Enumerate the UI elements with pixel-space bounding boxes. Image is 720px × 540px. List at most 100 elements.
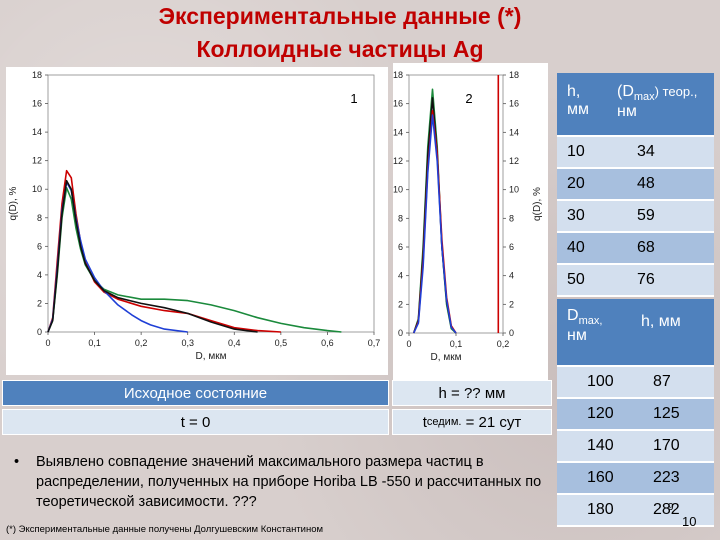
y-tick-label: 18 [393, 70, 403, 80]
y-tick-label-right: 12 [509, 156, 519, 166]
series-line [47, 179, 258, 333]
table-row: 180 282 [557, 494, 714, 527]
y-tick-label: 4 [37, 270, 42, 280]
experiment-table-header-h: h, мм [627, 299, 714, 367]
x-tick-label: 0,1 [88, 338, 101, 348]
y-tick-label-right: 4 [509, 271, 514, 281]
cell: 76 [607, 264, 714, 297]
header-dmax-after: ) теор., [654, 84, 698, 99]
page-number-small: 9 [668, 502, 674, 513]
table-row: 40 68 [557, 232, 714, 265]
x-tick-label: 0,3 [181, 338, 194, 348]
y-tick-label: 2 [37, 298, 42, 308]
table-row: 50 76 [557, 264, 714, 297]
y-tick-label-right: 18 [509, 70, 519, 80]
plot-frame [408, 74, 504, 334]
tsed-sub: седим. [426, 416, 462, 428]
cell: 282 [627, 494, 714, 527]
y-tick-label: 6 [398, 242, 403, 252]
y-tick-label: 12 [32, 156, 42, 166]
page-number: 10 [682, 514, 697, 529]
header-dmax-sub: max, [578, 315, 603, 328]
chart-panel-2: 0 0 2 2 4 4 6 6 8 8 10 10 12 12 14 14 16 16 18 18 0 0,1 0,2 D, … [393, 63, 548, 381]
y-tick-label: 8 [398, 213, 403, 223]
table-row: 30 59 [557, 200, 714, 233]
x-tick-label: 0 [406, 339, 411, 349]
y-axis-label: q(D), % [8, 186, 19, 220]
y-tick-label: 14 [32, 127, 42, 137]
conclusion-text: Выявлено совпадение значений максимально… [36, 454, 542, 510]
y-tick-label: 0 [37, 327, 42, 337]
tsed-prefix: t [422, 413, 427, 431]
cell: 125 [627, 398, 714, 431]
experiment-table-header: Dmax, нм h, мм [557, 299, 714, 367]
y-tick-label-right: 0 [509, 328, 514, 338]
h-unknown-bar: h = ?? мм [392, 380, 552, 406]
cell: 87 [627, 366, 714, 399]
series-line [412, 114, 457, 334]
panel-label: 1 [350, 91, 357, 106]
chart-panel-1: 0 2 4 6 8 10 12 14 16 18 0 0,1 0,2 0,3 0,4 0,5 0,6 0,7 D, … [6, 67, 388, 375]
x-tick-label: 0,2 [135, 338, 148, 348]
table-row: 20 48 [557, 168, 714, 201]
header-dmax-unit: нм [567, 327, 587, 345]
theory-table-header: h, мм (Dmax) теор., нм [557, 73, 714, 137]
x-axis-label: D, мкм [196, 351, 227, 362]
experiment-table: Dmax, нм h, мм 100 87 120 125 140 170 160 22… [557, 299, 714, 527]
header-h-unit: мм [567, 101, 589, 118]
y-tick-label: 16 [393, 99, 403, 109]
cell: 170 [627, 430, 714, 463]
footnote: (*) Экспериментальные данные получены До… [6, 524, 324, 535]
y-tick-label-right: 2 [509, 299, 514, 309]
cell: 40 [557, 232, 607, 265]
x-tick-label: 0,1 [450, 339, 463, 349]
y-tick-label-right: 8 [509, 213, 514, 223]
cell: 10 [557, 136, 607, 169]
theory-table: h, мм (Dmax) теор., нм 10 34 20 48 30 59 40… [557, 73, 714, 297]
table-row: 10 34 [557, 136, 714, 169]
table-row: 120 125 [557, 398, 714, 431]
cell: 140 [557, 430, 627, 463]
cell: 30 [557, 200, 607, 233]
y-tick-label-right: 14 [509, 127, 519, 137]
x-tick-label: 0,7 [368, 338, 381, 348]
x-tick-label: 0,2 [497, 339, 510, 349]
distribution-chart-1: 0 2 4 6 8 10 12 14 16 18 0 0,1 0,2 0,3 0,4 0,5 0,6 0,7 D, … [8, 70, 381, 362]
theory-table-header-dmax: (Dmax) теор., нм [607, 73, 714, 137]
t-zero-bar: t = 0 [2, 409, 389, 435]
cell: 59 [607, 200, 714, 233]
conclusion-bullet: • Выявлено совпадение значений максималь… [14, 452, 554, 512]
x-tick-label: 0,6 [321, 338, 334, 348]
y-tick-label-right: 10 [509, 185, 519, 195]
header-h-text: h, [567, 83, 581, 100]
experiment-table-header-dmax: Dmax, нм [557, 299, 627, 367]
y-tick-label: 12 [393, 156, 403, 166]
bullet-dot-icon: • [14, 454, 20, 470]
panel-label: 2 [465, 91, 472, 106]
cell: 180 [557, 494, 627, 527]
cell: 50 [557, 264, 607, 297]
y-tick-label: 4 [398, 271, 403, 281]
cell: 100 [557, 366, 627, 399]
slide-title-line2: Коллоидные частицы Ag [196, 36, 484, 62]
y-tick-label: 10 [32, 184, 42, 194]
y-axis-label: q(D), % [532, 187, 543, 221]
cell: 20 [557, 168, 607, 201]
y-tick-label: 10 [393, 185, 403, 195]
y-tick-label: 2 [398, 299, 403, 309]
series-line [47, 169, 281, 333]
y-tick-label-right: 6 [509, 242, 514, 252]
x-tick-label: 0,5 [275, 338, 288, 348]
header-dmax-text: D [567, 307, 579, 324]
cell: 48 [607, 168, 714, 201]
table-row: 100 87 [557, 366, 714, 399]
cell: 34 [607, 136, 714, 169]
slide-title-line1: Экспериментальные данные (*) [158, 3, 522, 29]
y-tick-label: 18 [32, 70, 42, 80]
header-dmax-text: (D [617, 83, 634, 100]
x-tick-label: 0,4 [228, 338, 241, 348]
series-line [47, 187, 342, 333]
cell: 120 [557, 398, 627, 431]
cell: 223 [627, 462, 714, 495]
